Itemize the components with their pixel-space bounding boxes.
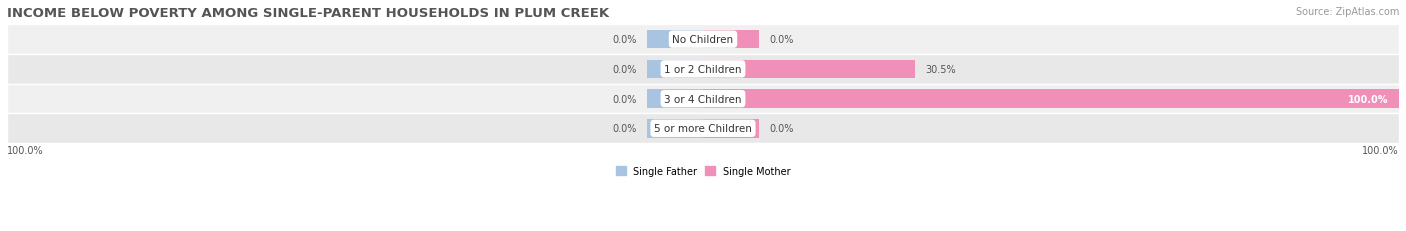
Bar [7, 84, 1399, 114]
Bar [7, 55, 1399, 84]
Text: 100.0%: 100.0% [1348, 94, 1389, 104]
Text: 100.0%: 100.0% [1362, 145, 1399, 155]
Text: Source: ZipAtlas.com: Source: ZipAtlas.com [1295, 7, 1399, 17]
Bar [647, 60, 703, 79]
Text: 0.0%: 0.0% [769, 124, 793, 134]
Bar [703, 120, 759, 138]
Text: 0.0%: 0.0% [613, 94, 637, 104]
Text: 0.0%: 0.0% [613, 65, 637, 75]
Bar [7, 25, 1399, 55]
Text: 100.0%: 100.0% [7, 145, 44, 155]
Bar [647, 120, 703, 138]
Text: 0.0%: 0.0% [613, 124, 637, 134]
Text: 30.5%: 30.5% [925, 65, 956, 75]
Text: 1 or 2 Children: 1 or 2 Children [664, 65, 742, 75]
Bar [647, 31, 703, 49]
Text: No Children: No Children [672, 35, 734, 45]
Bar [7, 114, 1399, 144]
Text: 5 or more Children: 5 or more Children [654, 124, 752, 134]
Bar [647, 90, 703, 108]
Bar [703, 60, 915, 79]
Text: 0.0%: 0.0% [769, 35, 793, 45]
Legend: Single Father, Single Mother: Single Father, Single Mother [612, 162, 794, 180]
Text: 3 or 4 Children: 3 or 4 Children [664, 94, 742, 104]
Text: 0.0%: 0.0% [613, 35, 637, 45]
Bar [703, 90, 1399, 108]
Bar [703, 31, 759, 49]
Text: INCOME BELOW POVERTY AMONG SINGLE-PARENT HOUSEHOLDS IN PLUM CREEK: INCOME BELOW POVERTY AMONG SINGLE-PARENT… [7, 7, 609, 20]
